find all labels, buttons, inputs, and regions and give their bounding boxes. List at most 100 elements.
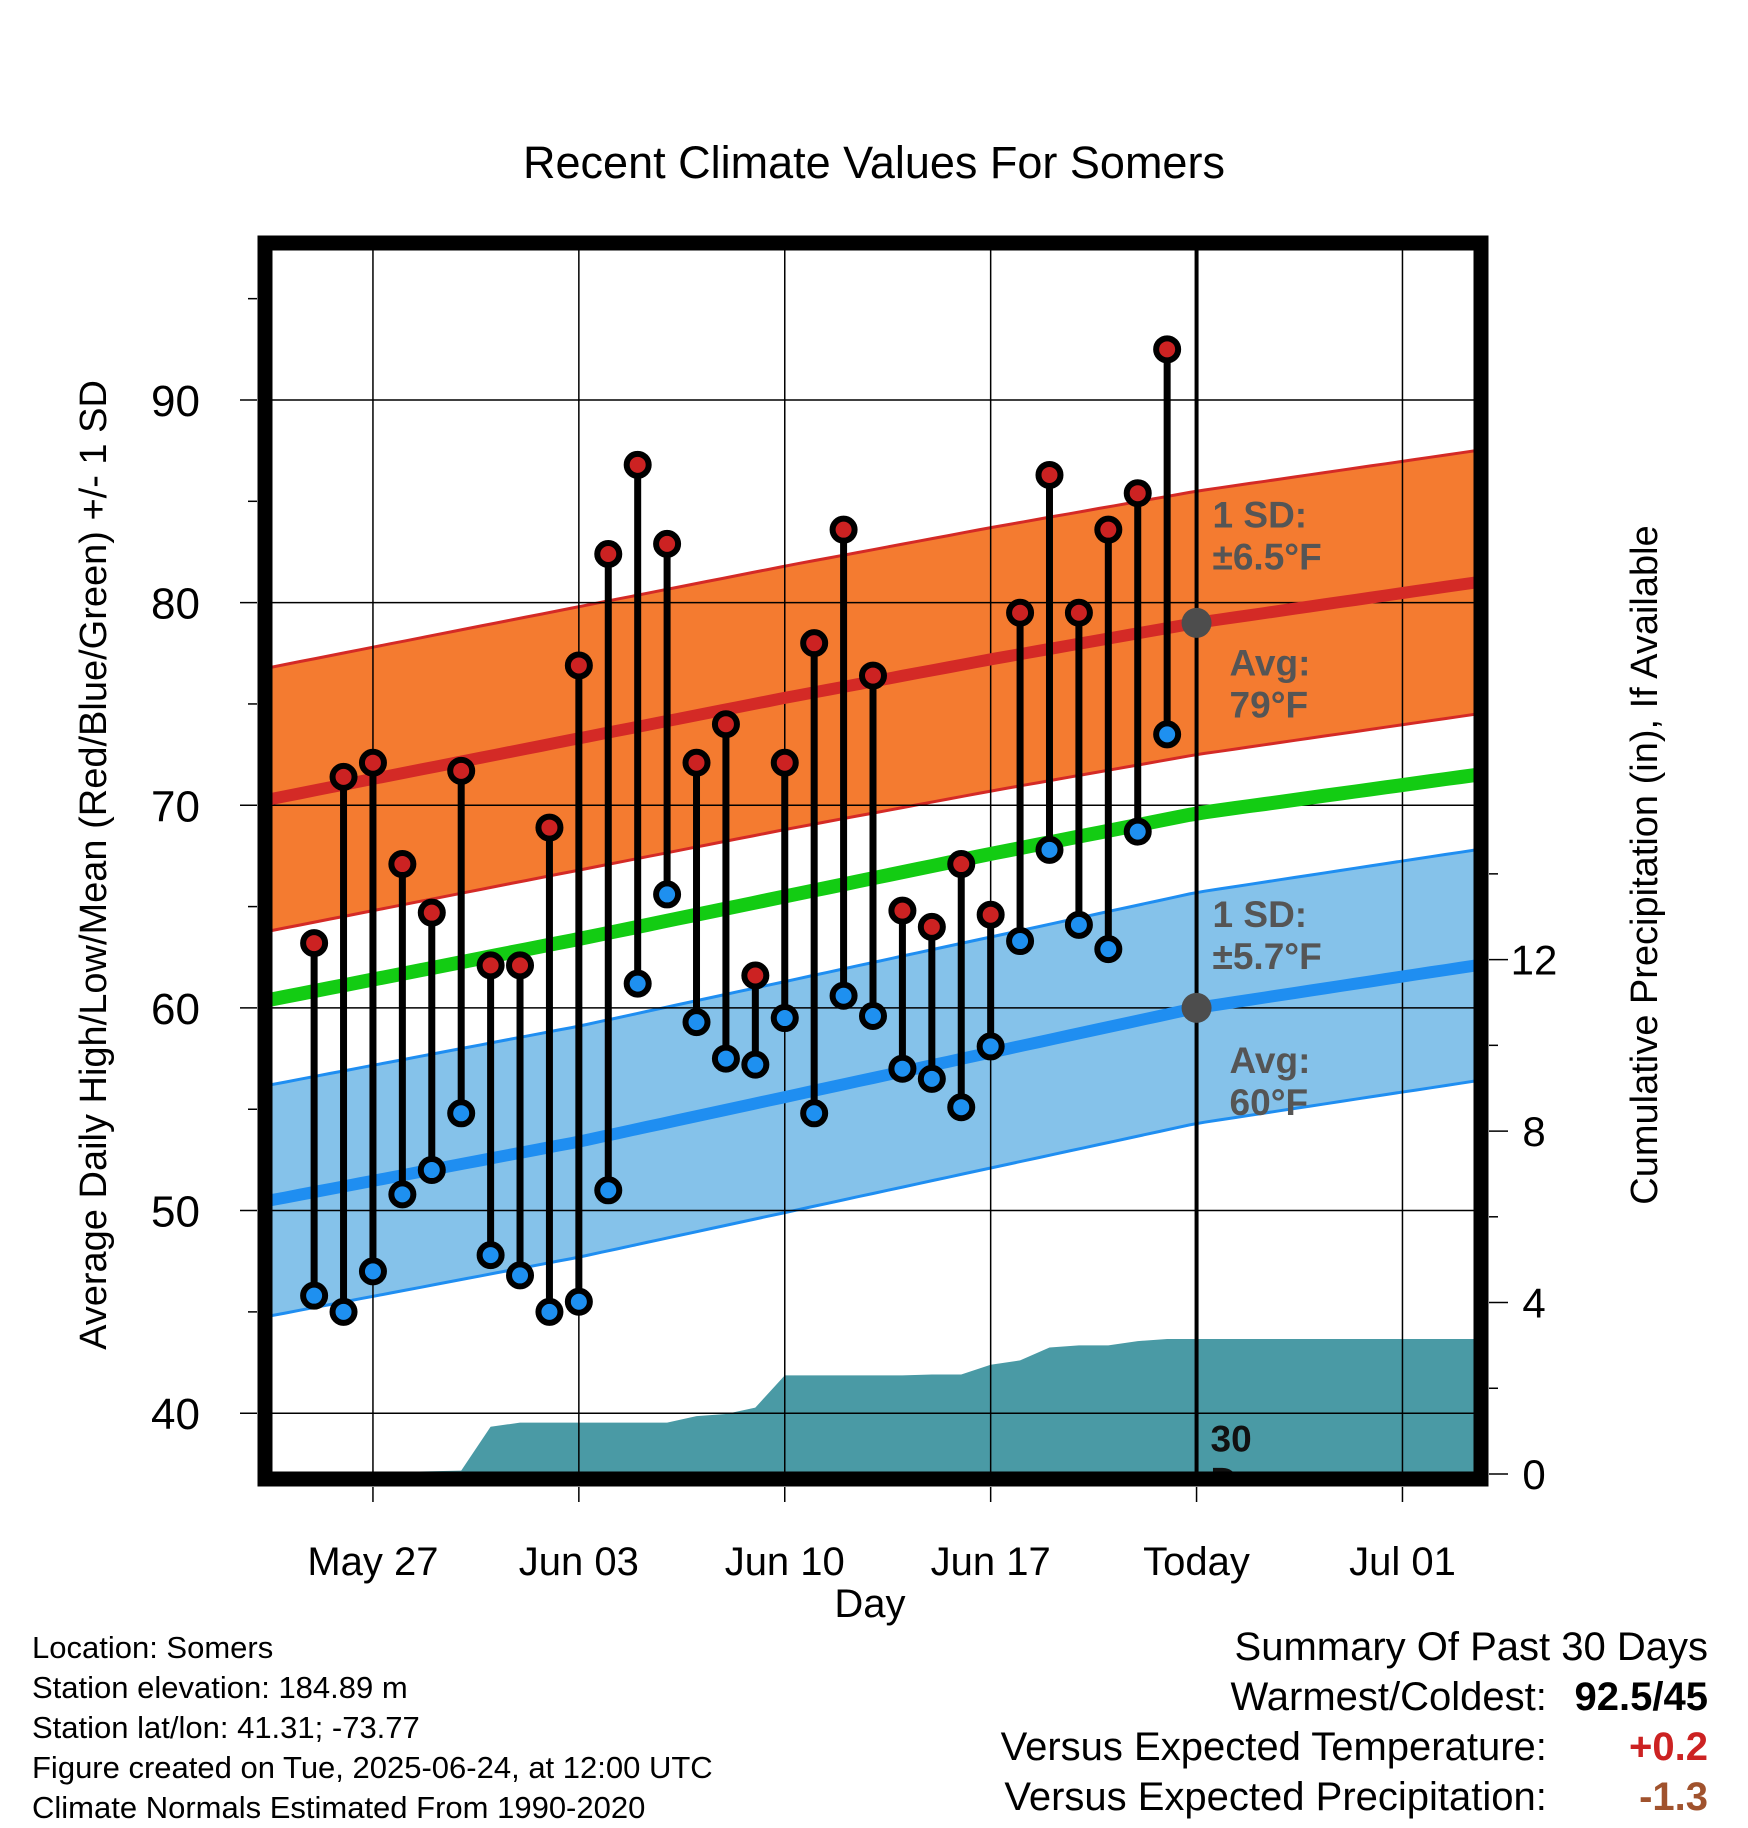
daily-high-point — [417, 898, 446, 927]
summary-warm-cold-row: Warmest/Coldest: 92.5/45 — [1001, 1672, 1709, 1722]
x-tick-label-2: Jun 10 — [725, 1540, 845, 1584]
warm-cold-label: Warmest/Coldest: — [1230, 1675, 1547, 1719]
daily-low-point — [388, 1180, 417, 1209]
station-info: Location: Somers Station elevation: 184.… — [32, 1628, 713, 1828]
daily-low-point — [653, 880, 682, 909]
daily-low-point — [329, 1297, 358, 1326]
daily-low-point — [447, 1099, 476, 1128]
y-right-tick-label-12: 12 — [1511, 937, 1558, 984]
daily-high-point — [1123, 479, 1152, 508]
location-text: Location: Somers — [32, 1630, 274, 1665]
daily-high-point — [1064, 598, 1093, 627]
latlon-text: Station lat/lon: 41.31; -73.77 — [32, 1710, 420, 1745]
daily-high-point — [770, 748, 799, 777]
daily-high-point — [594, 539, 623, 568]
daily-low-point — [741, 1050, 770, 1079]
daily-low-point — [417, 1156, 446, 1185]
plot-frame — [257, 235, 1489, 1487]
normals-text: Climate Normals Estimated From 1990-2020 — [32, 1790, 646, 1825]
daily-high-point — [476, 951, 505, 980]
y-axis-right-label: Cumulative Precipitation (in), If Availa… — [1624, 525, 1666, 1204]
x-tick-label-4: Today — [1143, 1540, 1250, 1584]
today-high-avg-marker — [1181, 607, 1212, 638]
daily-high-point — [947, 850, 976, 879]
daily-low-point — [535, 1297, 564, 1326]
daily-low-point — [917, 1064, 946, 1093]
y-right-tick-label-8: 8 — [1522, 1108, 1545, 1155]
daily-low-point — [506, 1261, 535, 1290]
daily-high-point — [535, 813, 564, 842]
high-avg-annotation: Avg: 79°F — [1230, 643, 1311, 726]
daily-high-point — [917, 912, 946, 941]
y-right-tick-label-0: 0 — [1522, 1451, 1545, 1498]
daily-low-point — [1035, 835, 1064, 864]
y-right-tick-label-4: 4 — [1522, 1280, 1545, 1327]
daily-low-point — [711, 1044, 740, 1073]
high-sd-annotation: 1 SD: ±6.5°F — [1213, 495, 1322, 578]
y-tick-label-40: 40 — [151, 1390, 200, 1439]
temp-anomaly-value: +0.2 — [1629, 1725, 1708, 1769]
daily-high-point — [1153, 335, 1182, 364]
daily-high-point — [711, 710, 740, 739]
x-axis-label: Day — [834, 1582, 905, 1626]
x-tick-label-0: May 27 — [307, 1540, 438, 1584]
precip-anomaly-label: Versus Expected Precipitation: — [1004, 1775, 1547, 1819]
daily-high-point — [329, 762, 358, 791]
daily-low-point — [1006, 927, 1035, 956]
daily-low-point — [976, 1032, 1005, 1061]
daily-high-point — [358, 748, 387, 777]
daily-high-point — [564, 651, 593, 680]
daily-low-point — [1094, 935, 1123, 964]
daily-low-point — [594, 1176, 623, 1205]
daily-high-point — [888, 896, 917, 925]
daily-high-point — [859, 661, 887, 690]
daily-high-point — [800, 629, 829, 658]
daily-high-point — [388, 850, 417, 879]
daily-high-point — [1094, 515, 1123, 544]
y-tick-label-60: 60 — [151, 985, 200, 1034]
daily-high-point — [829, 515, 858, 544]
daily-high-point — [300, 929, 329, 958]
low-avg-annotation: Avg: 60°F — [1230, 1040, 1311, 1123]
x-tick-label-3: Jun 17 — [931, 1540, 1051, 1584]
precip-anomaly-value: -1.3 — [1639, 1775, 1708, 1819]
daily-low-point — [1123, 817, 1152, 846]
precip-area — [270, 1339, 1476, 1474]
daily-low-point — [888, 1054, 917, 1083]
daily-low-point — [947, 1093, 976, 1122]
normal-high-sd-upper-edge — [270, 449, 1476, 669]
plot-area: 1 SD: ±6.5°F Avg: 79°F 1 SD: ±5.7°F Avg: 60°F 30… — [151, 235, 1558, 1584]
y-tick-label-90: 90 — [151, 377, 200, 426]
daily-low-point — [800, 1099, 829, 1128]
daily-low-point — [358, 1257, 387, 1286]
daily-low-point — [1153, 720, 1182, 749]
temp-anomaly-label: Versus Expected Temperature: — [1000, 1725, 1547, 1769]
daily-low-point — [682, 1008, 711, 1037]
y-tick-label-70: 70 — [151, 782, 200, 831]
elevation-text: Station elevation: 184.89 m — [32, 1670, 408, 1705]
daily-high-point — [506, 951, 535, 980]
low-sd-annotation: 1 SD: ±5.7°F — [1213, 894, 1322, 977]
chart-title: Recent Climate Values For Somers — [523, 137, 1225, 188]
created-text: Figure created on Tue, 2025-06-24, at 12… — [32, 1750, 713, 1785]
daily-high-point — [1006, 598, 1035, 627]
warm-cold-value: 92.5/45 — [1574, 1675, 1708, 1719]
window-annotation: 30 Days — [1211, 1419, 1299, 1502]
daily-high-point — [653, 529, 682, 558]
daily-high-point — [447, 756, 476, 785]
plot-inner: 1 SD: ±6.5°F Avg: 79°F 1 SD: ±5.7°F Avg: 60°F 30… — [270, 248, 1476, 1502]
normal-low-line — [270, 959, 1476, 1207]
y-tick-label-80: 80 — [151, 580, 200, 629]
x-tick-label-5: Jul 01 — [1349, 1540, 1456, 1584]
daily-low-point — [770, 1004, 799, 1033]
daily-high-point — [682, 748, 711, 777]
daily-high-point — [623, 450, 652, 479]
today-low-avg-marker — [1181, 992, 1212, 1023]
daily-high-point — [976, 900, 1005, 929]
x-tick-label-1: Jun 03 — [519, 1540, 639, 1584]
summary-precip-row: Versus Expected Precipitation: -1.3 — [1001, 1772, 1708, 1822]
daily-high-point — [741, 961, 770, 990]
normal-low-sd-lower-edge — [270, 1079, 1476, 1318]
summary-heading: Summary Of Past 30 Days — [1234, 1625, 1708, 1669]
daily-low-point — [300, 1281, 329, 1310]
